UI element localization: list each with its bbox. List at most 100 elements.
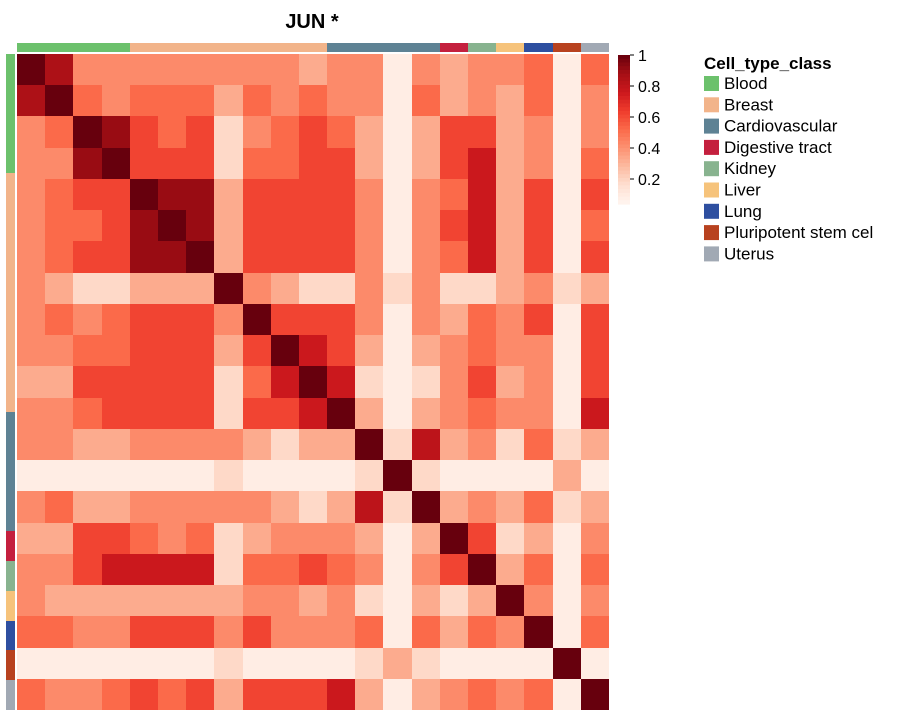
heatmap-cell: [496, 116, 524, 148]
row-annotation-cell: [6, 561, 15, 591]
heatmap-cell: [102, 210, 130, 241]
heatmap-cell: [45, 304, 73, 335]
heatmap-cell: [327, 116, 355, 148]
heatmap-cell: [271, 523, 299, 554]
heatmap-cell: [581, 54, 609, 85]
column-annotation-cell: [440, 43, 468, 52]
heatmap-cell: [524, 273, 553, 304]
colorbar-segment: [618, 81, 630, 86]
heatmap-cell: [17, 273, 45, 304]
heatmap-cell: [299, 616, 327, 648]
heatmap-cell: [130, 85, 158, 116]
legend-label: Digestive tract: [724, 138, 832, 157]
row-annotation-cell: [6, 591, 15, 621]
row-annotation-cell: [6, 293, 15, 322]
heatmap-cell: [271, 179, 299, 210]
heatmap-cell: [524, 585, 553, 616]
heatmap-cell: [130, 398, 158, 429]
heatmap-cell: [440, 616, 468, 648]
legend-label: Breast: [724, 95, 773, 114]
heatmap-cell: [17, 241, 45, 273]
heatmap-cell: [45, 585, 73, 616]
heatmap-cell: [17, 179, 45, 210]
row-annotation-bar: [6, 54, 15, 710]
heatmap-cell: [524, 304, 553, 335]
heatmap-cell: [327, 366, 355, 398]
heatmap-cell: [17, 304, 45, 335]
column-annotation-cell: [524, 43, 553, 52]
heatmap-cell: [271, 398, 299, 429]
heatmap-cell: [243, 554, 271, 585]
heatmap-cell: [496, 148, 524, 179]
heatmap-cell: [214, 679, 243, 710]
colorbar-segment: [618, 148, 630, 153]
row-annotation-cell: [6, 412, 15, 442]
heatmap-cell: [581, 398, 609, 429]
heatmap-cell: [581, 304, 609, 335]
heatmap-cell: [496, 54, 524, 85]
heatmap-cell: [383, 85, 412, 116]
heatmap-cell: [553, 366, 581, 398]
heatmap-cell: [243, 366, 271, 398]
heatmap-cell: [243, 304, 271, 335]
heatmap-cell: [524, 616, 553, 648]
legend-label: Kidney: [724, 159, 776, 178]
heatmap-cell: [73, 210, 102, 241]
heatmap-cell: [271, 429, 299, 460]
heatmap-cell: [130, 523, 158, 554]
heatmap-cell: [17, 116, 45, 148]
heatmap-cell: [271, 85, 299, 116]
heatmap-cell: [17, 85, 45, 116]
heatmap-cell: [440, 273, 468, 304]
heatmap-cell: [440, 460, 468, 491]
legend-swatch: [704, 246, 719, 262]
heatmap-cell: [17, 460, 45, 491]
heatmap-cell: [73, 648, 102, 679]
heatmap-cell: [102, 616, 130, 648]
heatmap-cell: [496, 366, 524, 398]
heatmap-cell: [214, 398, 243, 429]
colorbar-segment: [618, 166, 630, 172]
heatmap-cell: [412, 366, 440, 398]
heatmap-cell: [299, 148, 327, 179]
colorbar-segment: [618, 122, 630, 127]
heatmap-cell: [271, 54, 299, 85]
heatmap-cell: [581, 148, 609, 179]
legend-swatch: [704, 225, 719, 241]
heatmap-cell: [299, 585, 327, 616]
heatmap-cell: [468, 679, 496, 710]
heatmap-cell: [17, 429, 45, 460]
heatmap-cell: [581, 335, 609, 366]
colorbar-segment: [618, 84, 630, 90]
heatmap-cell: [186, 460, 214, 491]
heatmap-cell: [158, 179, 186, 210]
heatmap-cell: [299, 241, 327, 273]
heatmap-cell: [214, 585, 243, 616]
colorbar-segment: [618, 163, 630, 168]
heatmap-cell: [73, 273, 102, 304]
row-annotation-cell: [6, 322, 15, 352]
column-annotation-bar: [17, 43, 609, 52]
heatmap-cell: [327, 491, 355, 523]
heatmap-cell: [214, 85, 243, 116]
heatmap-cell: [581, 241, 609, 273]
heatmap-cell: [271, 335, 299, 366]
column-annotation-cell: [17, 43, 45, 52]
heatmap-cell: [102, 554, 130, 585]
heatmap-cell: [327, 241, 355, 273]
heatmap-cell: [214, 648, 243, 679]
heatmap-cell: [581, 616, 609, 648]
colorbar-segment: [618, 155, 630, 160]
heatmap-cell: [440, 648, 468, 679]
heatmap-cell: [581, 273, 609, 304]
heatmap-cell: [553, 54, 581, 85]
heatmap-cell: [271, 273, 299, 304]
heatmap-cell: [524, 679, 553, 710]
heatmap-cell: [45, 273, 73, 304]
heatmap-cell: [186, 491, 214, 523]
heatmap-cell: [243, 616, 271, 648]
heatmap-cell: [383, 523, 412, 554]
column-annotation-cell: [496, 43, 524, 52]
heatmap-cell: [524, 491, 553, 523]
heatmap-cell: [102, 460, 130, 491]
